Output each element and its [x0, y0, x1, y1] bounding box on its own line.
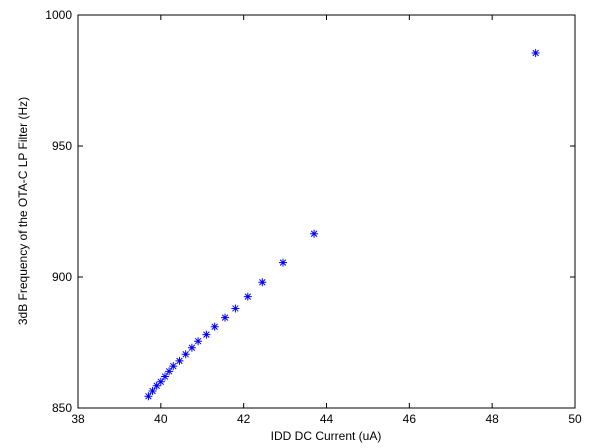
y-axis: 850 900 950 1000 [45, 8, 575, 415]
data-point [531, 48, 540, 57]
y-tick-label: 900 [52, 270, 72, 284]
plot-area [77, 14, 576, 409]
data-points [144, 48, 540, 401]
data-point [181, 350, 190, 359]
data-point [144, 392, 153, 401]
data-point [194, 337, 203, 346]
y-tick-label: 950 [52, 139, 72, 153]
x-tick-label: 46 [403, 412, 417, 426]
x-tick-label: 44 [320, 412, 334, 426]
x-tick-label: 50 [568, 412, 582, 426]
x-tick-label: 38 [71, 412, 85, 426]
data-point [160, 372, 169, 381]
y-axis-title: 3dB Frequency of the OTA-C LP Filter (Hz… [16, 97, 30, 325]
data-point [231, 304, 240, 313]
data-point [221, 313, 230, 322]
x-tick-label: 48 [485, 412, 499, 426]
data-point [243, 292, 252, 301]
data-point [156, 377, 165, 386]
data-point [175, 356, 184, 365]
data-point [169, 362, 178, 371]
data-point [152, 381, 161, 390]
x-tick-label: 40 [154, 412, 168, 426]
data-point [310, 229, 319, 238]
data-point [258, 278, 267, 287]
y-tick-label: 850 [52, 401, 72, 415]
data-point [279, 258, 288, 267]
y-tick-label: 1000 [45, 8, 72, 22]
data-point [148, 386, 157, 395]
data-point [165, 367, 174, 376]
data-point [210, 322, 219, 331]
data-point [202, 330, 211, 339]
x-axis-title: IDD DC Current (uA) [271, 429, 382, 443]
x-axis: 38 40 42 44 46 48 50 [71, 15, 582, 426]
data-point [187, 343, 196, 352]
x-tick-label: 42 [237, 412, 251, 426]
